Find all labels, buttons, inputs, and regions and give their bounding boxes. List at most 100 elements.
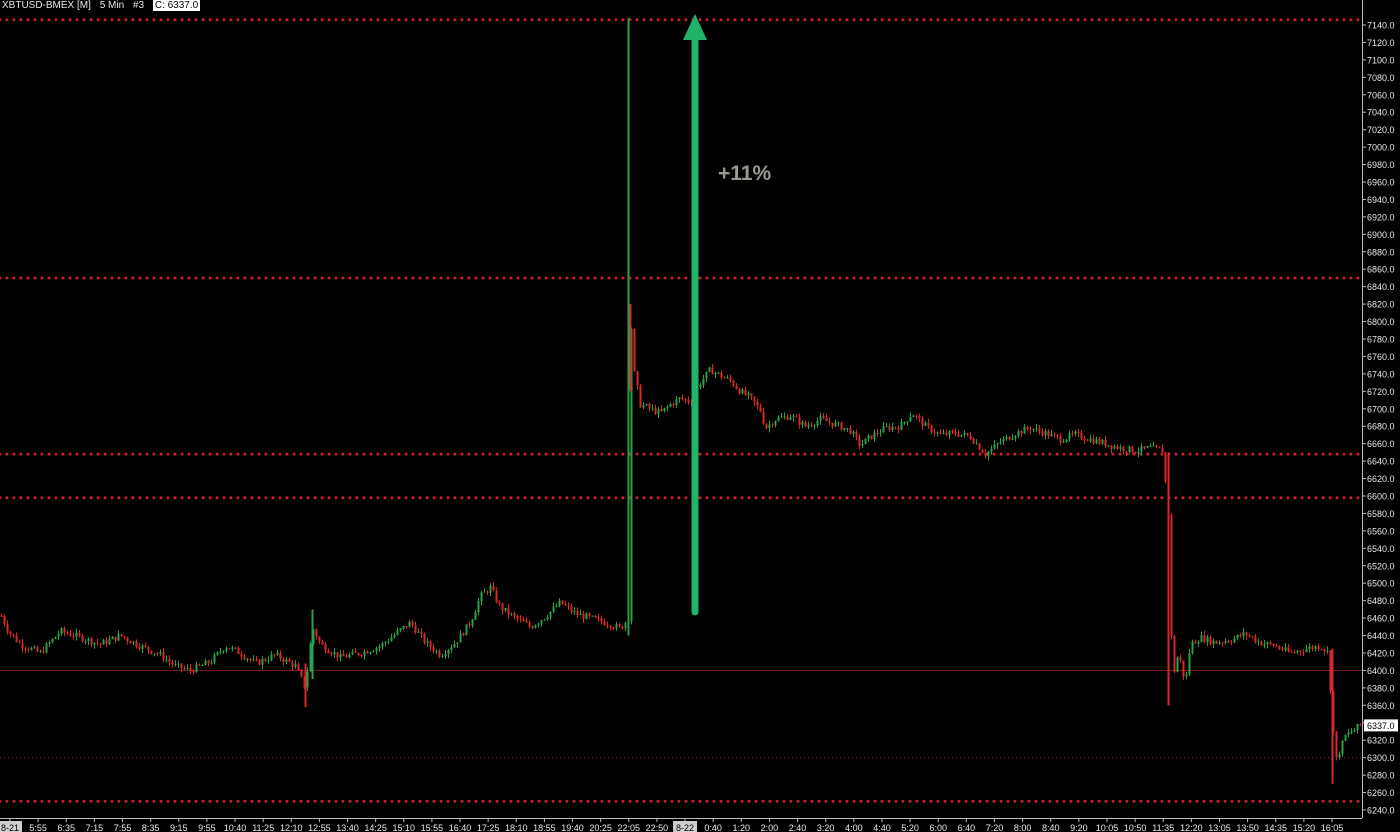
candle-body	[111, 636, 114, 640]
candle-body	[465, 624, 468, 636]
chart-header: XBTUSD-BMEX [M] 5 Min #3 C: 6337.0	[2, 0, 206, 12]
candle-body	[138, 646, 141, 649]
candle-body	[987, 451, 990, 457]
candle-body	[195, 664, 198, 673]
candle-body	[1017, 431, 1020, 436]
candle-body	[285, 659, 288, 662]
candle-body	[1053, 433, 1056, 435]
candle-body	[771, 424, 774, 426]
x-tick-label: 1:20	[733, 823, 751, 832]
candle-body	[63, 628, 66, 633]
candle-body	[603, 621, 606, 626]
candle-body	[873, 432, 876, 439]
candle-body	[270, 654, 273, 661]
candle-body	[1314, 646, 1317, 649]
candle-body	[147, 646, 150, 651]
candle-body	[1002, 438, 1005, 443]
candle-body	[648, 404, 651, 409]
candle-body	[642, 405, 645, 408]
candle-body	[225, 648, 228, 652]
candle-body	[204, 660, 207, 666]
candle-body	[1320, 649, 1323, 651]
candle-body	[675, 399, 678, 406]
candle-body	[699, 384, 702, 388]
candle-body	[162, 651, 165, 660]
candle-body	[342, 653, 345, 657]
candle-body	[651, 407, 654, 409]
candle-body	[891, 426, 894, 430]
candle-body	[858, 436, 861, 446]
y-tick-label: 7100.0	[1367, 55, 1395, 65]
x-tick-label: 20:25	[589, 823, 612, 832]
candle-body	[333, 652, 336, 655]
candle-body	[1359, 724, 1362, 726]
candle-body	[477, 601, 480, 613]
candle-body	[840, 422, 843, 430]
candle-body	[567, 605, 570, 607]
y-tick-label: 6680.0	[1367, 422, 1395, 432]
candle-body	[960, 434, 963, 437]
candle-body	[867, 435, 870, 439]
candle-body	[570, 606, 573, 612]
candle-body	[738, 388, 741, 394]
candle-body	[1107, 445, 1110, 447]
candle-body	[486, 591, 489, 593]
candle-body	[243, 656, 246, 660]
candle-body	[1152, 445, 1155, 447]
x-tick-label: 10:50	[1124, 823, 1147, 832]
candle-body	[1224, 641, 1227, 643]
candle-body	[786, 416, 789, 420]
candle-body	[750, 393, 753, 397]
candle-body	[504, 607, 507, 611]
candle-body	[948, 431, 951, 436]
candle-body	[1296, 650, 1299, 653]
close-label: C: 6337.0	[152, 0, 201, 11]
candle-body	[300, 670, 303, 677]
candle-body	[735, 385, 738, 389]
candle-body	[384, 642, 387, 644]
candle-body	[1077, 431, 1080, 433]
candle-body	[156, 653, 159, 655]
candle-body	[21, 642, 24, 649]
x-tick-label: 19:40	[561, 823, 584, 832]
candle-body	[768, 424, 771, 429]
candle-body	[849, 427, 852, 434]
candle-body	[843, 428, 846, 430]
study-label: #3	[132, 0, 145, 11]
candle-body	[852, 431, 855, 434]
candle-body	[1341, 740, 1344, 755]
y-tick-label: 7080.0	[1367, 73, 1395, 83]
candle-body	[471, 619, 474, 626]
candle-body	[1290, 651, 1293, 653]
candle-body	[537, 623, 540, 626]
candle-body	[1263, 644, 1266, 646]
candles	[0, 18, 1362, 784]
candle-body	[1110, 445, 1113, 449]
y-tick-label: 6420.0	[1367, 649, 1395, 659]
candle-body	[12, 633, 15, 636]
candle-body	[1329, 650, 1332, 692]
candle-body	[1317, 646, 1320, 650]
candle-body	[1242, 632, 1245, 637]
y-axis-background	[1362, 0, 1400, 832]
candle-body	[165, 659, 168, 661]
candle-body	[924, 422, 927, 426]
candle-body	[846, 427, 849, 429]
candle-body	[1164, 452, 1167, 482]
x-tick-label: 18:10	[505, 823, 528, 832]
candle-body	[900, 422, 903, 430]
candle-body	[1113, 446, 1116, 449]
candle-body	[555, 606, 558, 608]
candle-body	[531, 626, 534, 628]
candle-body	[93, 642, 96, 645]
up-arrow-icon	[683, 14, 707, 40]
candle-body	[1074, 431, 1077, 435]
x-tick-label: 8:00	[1014, 823, 1032, 832]
candle-body	[396, 630, 399, 635]
candle-body	[1071, 433, 1074, 435]
candle-body	[528, 622, 531, 627]
candle-body	[549, 611, 552, 618]
candle-body	[507, 607, 510, 615]
candle-body	[687, 399, 690, 403]
